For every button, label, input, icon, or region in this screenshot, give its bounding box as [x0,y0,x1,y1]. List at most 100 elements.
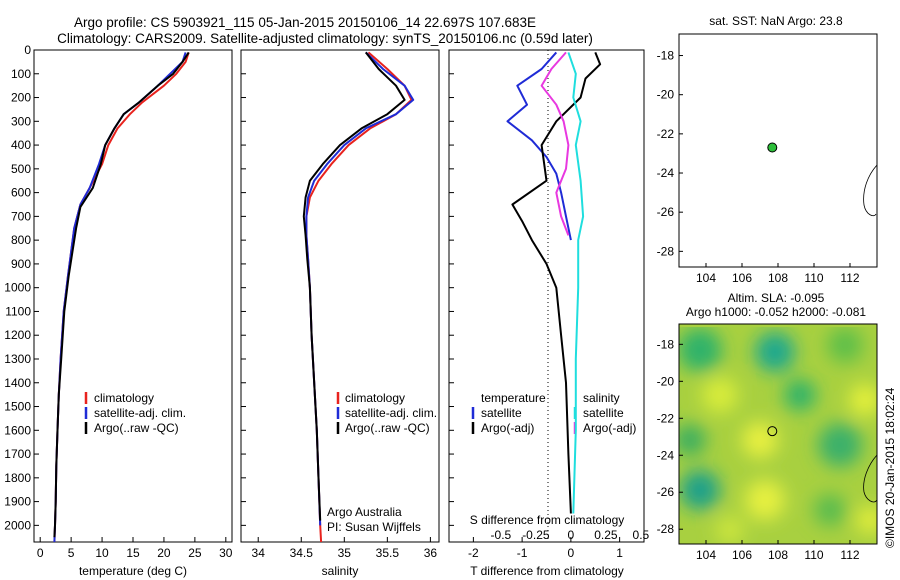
map-y-tick-label: -28 [657,244,675,258]
map-y-tick-label: -18 [657,49,675,63]
x-tick-label: 0 [37,546,44,560]
x-tick-label: 25 [188,546,202,560]
series-line-temperature-argo-adj- [511,52,602,514]
x-tick-label-top: 0.25 [594,528,618,542]
x-tick-label: 35 [338,546,352,560]
legend-header-temperature: temperature [481,391,546,405]
legend-label: climatology [94,391,154,405]
map-y-tick-label: -20 [657,374,675,388]
difference-xlabel: T difference from climatology [470,564,624,578]
imos-stamp: ©IMOS 20-Jan-2015 18:02:24 [883,387,897,548]
y-tick-label: 0 [24,43,31,57]
y-tick-label: 1100 [5,304,31,318]
legend-label: satellite-adj. clim. [345,406,437,420]
y-tick-label: 300 [11,114,31,128]
difference-xlabel-top: S difference from climatology [470,513,625,527]
x-tick-label-top: 0 [568,528,575,542]
map-x-tick-label: 108 [768,271,788,285]
sst-map-title: sat. SST: NaN Argo: 23.8 [709,14,843,28]
coastline [863,454,877,503]
x-tick-label: 0 [568,546,575,560]
legend-label: satellite-adj. clim. [94,406,186,420]
map-y-tick-label: -22 [657,127,675,141]
map-x-tick-label: 110 [804,548,823,562]
map-y-tick-label: -24 [657,166,675,180]
x-tick-label-top: 0.5 [633,528,650,542]
y-tick-label: 600 [11,186,31,200]
sla-heatmap [679,327,877,544]
argo-location-marker [767,426,778,437]
map-x-tick-label: 112 [840,271,859,285]
x-tick-label-top: -0.25 [522,528,550,542]
map-x-tick-label: 110 [804,271,823,285]
temperature-panel-frame [33,49,233,543]
legend-label: Argo(..raw -QC) [345,421,430,435]
x-tick-label: 20 [157,546,171,560]
x-tick-label: 15 [126,546,140,560]
coastline [863,164,877,217]
y-tick-label: 200 [11,91,31,105]
y-tick-label: 1900 [4,495,31,509]
temperature-legend: climatology satellite-adj. clim. Argo(..… [84,391,186,435]
series-line-satellite-adj-clim- [305,51,415,526]
sla-map-title-line1: Altim. SLA: -0.095 [728,291,825,305]
salinity-annotation-line2: PI: Susan Wijffels [327,520,421,534]
legend-label: satellite [583,406,624,420]
map-y-tick-label: -24 [657,448,675,462]
x-tick-label-top: -0.5 [491,528,512,542]
x-tick-label: 5 [68,546,75,560]
y-tick-label: 1500 [4,400,31,414]
y-tick-label: 1200 [4,328,31,342]
x-tick-label: 35.5 [376,546,400,560]
salinity-annotation-line1: Argo Australia [327,505,402,519]
series-line-argo-raw-qc- [53,51,190,538]
map-x-tick-label: 106 [732,271,752,285]
y-tick-label: 1700 [4,447,31,461]
argo-location-marker [767,142,778,153]
legend-label: Argo(-adj) [481,421,534,435]
sst-map-frame [678,33,878,268]
salinity-xlabel: salinity [322,564,359,578]
y-tick-label: 500 [11,162,31,176]
difference-legend: temperature salinity satellite Argo(-adj… [471,391,636,435]
salinity-legend: climatology satellite-adj. clim. Argo(..… [336,391,437,435]
figure-title-line1: Argo profile: CS 5903921_115 05-Jan-2015… [74,15,536,30]
map-y-tick-label: -18 [657,337,675,351]
y-tick-label: 1300 [4,352,31,366]
legend-label: Argo(..raw -QC) [94,421,179,435]
x-tick-label: 10 [95,546,109,560]
series-line-climatology [305,51,413,543]
y-tick-label: 1000 [4,281,31,295]
map-x-tick-label: 104 [696,271,716,285]
x-tick-label: 30 [219,546,233,560]
legend-label: climatology [345,391,405,405]
y-tick-label: 800 [11,233,31,247]
series-line-temperature-satellite [506,51,572,241]
series-line-climatology [53,52,190,543]
series-line-salinity-satellite [567,52,585,514]
y-tick-label: 1600 [4,423,31,437]
x-tick-label: -2 [468,546,479,560]
map-y-tick-label: -28 [657,522,675,536]
map-y-tick-label: -26 [657,485,675,499]
x-tick-label: 1 [616,546,623,560]
x-tick-label: 36 [424,546,438,560]
y-tick-label: 400 [11,138,31,152]
map-y-tick-label: -26 [657,205,675,219]
x-tick-label: -1 [517,546,528,560]
y-tick-label: 100 [11,67,31,81]
figure-title-line2: Climatology: CARS2009. Satellite-adjuste… [57,31,593,46]
series-line-salinity-argo-adj- [540,51,570,236]
map-y-tick-label: -22 [657,411,675,425]
sla-map-title-line2: Argo h1000: -0.052 h2000: -0.081 [686,305,866,319]
y-tick-label: 1800 [4,471,31,485]
map-x-tick-label: 108 [768,548,788,562]
map-x-tick-label: 112 [840,548,859,562]
legend-header-salinity: salinity [583,391,620,405]
x-tick-label: 34.5 [290,546,314,560]
map-y-tick-label: -20 [657,88,675,102]
legend-label: Argo(-adj) [583,421,636,435]
map-x-tick-label: 106 [732,548,752,562]
temperature-xlabel: temperature (deg C) [79,564,187,578]
